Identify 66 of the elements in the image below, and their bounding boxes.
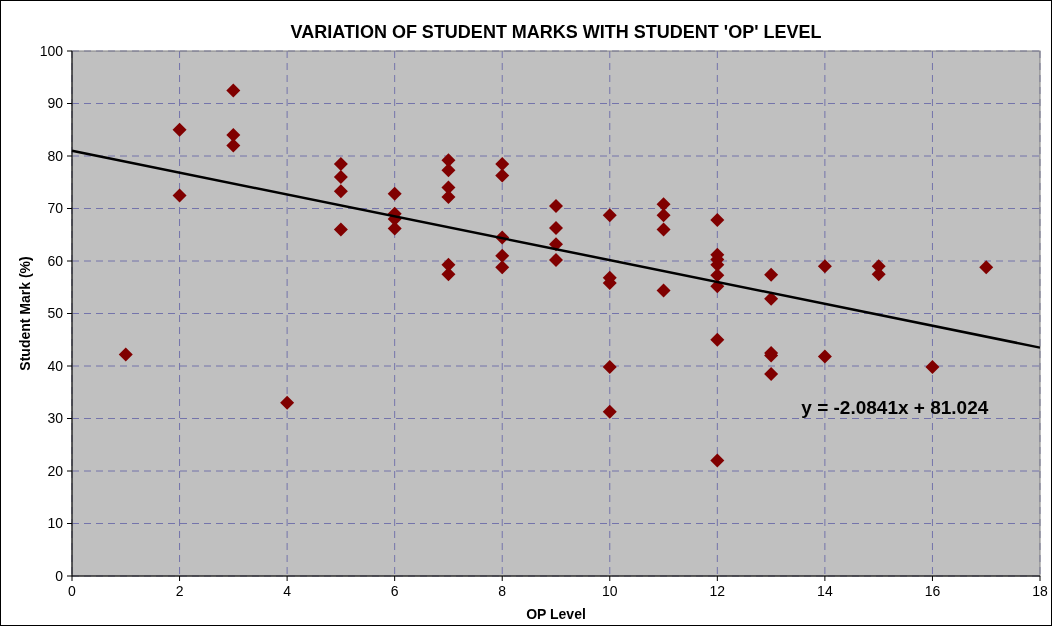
point xyxy=(656,208,671,223)
point xyxy=(602,360,617,375)
point xyxy=(441,267,456,282)
point xyxy=(441,153,456,168)
x-tick-label: 2 xyxy=(175,583,184,599)
point xyxy=(333,170,348,184)
point xyxy=(710,213,725,228)
point xyxy=(333,184,348,199)
point xyxy=(333,222,348,237)
y-tick-label: 80 xyxy=(47,147,64,164)
point xyxy=(549,198,563,213)
x-tick-label: 14 xyxy=(817,583,833,599)
annotation: y = -2.0841x + 81.024 xyxy=(801,396,989,418)
point xyxy=(710,453,725,468)
point xyxy=(495,156,510,171)
point xyxy=(118,347,133,362)
point xyxy=(602,404,617,419)
point xyxy=(764,267,779,282)
y-tick-label: 50 xyxy=(47,305,64,322)
point xyxy=(656,222,671,237)
point xyxy=(280,395,295,410)
point xyxy=(602,208,617,223)
point xyxy=(226,128,241,142)
y-tick-label: 60 xyxy=(47,252,64,269)
y-tick-label: 100 xyxy=(39,42,64,59)
x-tick-label: 4 xyxy=(283,583,292,599)
point xyxy=(656,197,671,212)
point xyxy=(764,291,779,306)
point xyxy=(333,156,348,171)
y-tick-label: 0 xyxy=(55,567,64,584)
point xyxy=(817,349,832,364)
chart-title: VARIATION OF STUDENT MARKS WITH STUDENT 'OP' LEVEL xyxy=(290,22,822,42)
point xyxy=(495,260,510,275)
x-tick-label: 16 xyxy=(924,583,941,599)
point xyxy=(549,252,563,267)
y-tick-label: 20 xyxy=(47,462,64,479)
point xyxy=(764,366,779,381)
point xyxy=(925,360,940,375)
x-tick-label: 0 xyxy=(68,583,77,599)
y-tick-label: 10 xyxy=(47,515,64,532)
point xyxy=(817,259,832,274)
point xyxy=(495,248,510,263)
y-tick-label: 90 xyxy=(47,95,64,112)
point xyxy=(441,163,456,178)
point xyxy=(172,188,187,203)
point xyxy=(226,83,241,98)
point xyxy=(656,283,671,298)
point xyxy=(226,138,241,153)
point xyxy=(710,332,725,347)
point xyxy=(710,268,725,283)
y-axis-title: Student Mark (%) xyxy=(17,256,33,371)
point xyxy=(172,122,187,137)
x-tick-label: 10 xyxy=(601,583,618,599)
y-tick-label: 30 xyxy=(47,410,64,427)
x-tick-label: 18 xyxy=(1032,583,1048,599)
point xyxy=(495,168,510,183)
x-tick-label: 8 xyxy=(498,583,507,599)
x-tick-label: 12 xyxy=(709,583,726,599)
point xyxy=(549,220,563,235)
point xyxy=(979,260,994,275)
point xyxy=(387,221,402,236)
point xyxy=(387,186,402,201)
x-tick-label: 6 xyxy=(390,583,399,599)
y-tick-label: 70 xyxy=(47,200,64,217)
x-axis-title: OP Level xyxy=(526,606,586,622)
y-tick-label: 40 xyxy=(47,357,64,374)
